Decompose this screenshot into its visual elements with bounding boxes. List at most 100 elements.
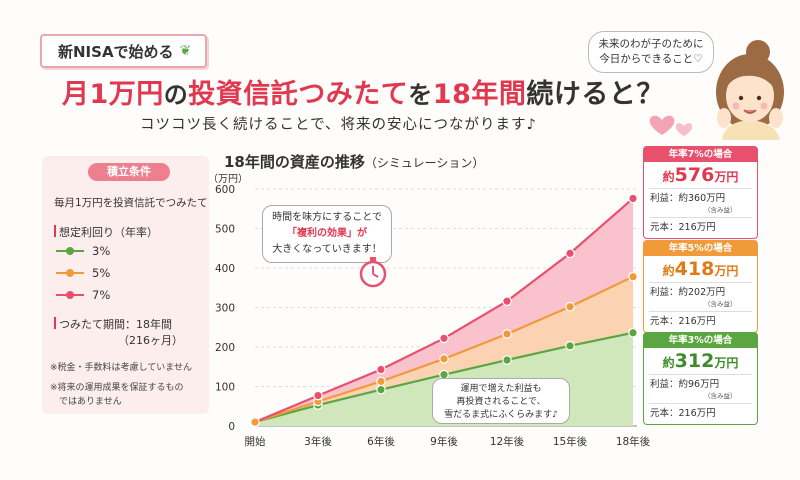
legend-item-3: 3% xyxy=(56,244,110,258)
period-heading: つみたて期間：18年間 xyxy=(54,316,172,332)
headline-period: 18年間 xyxy=(432,79,527,110)
point-5pct xyxy=(439,354,449,364)
reinvest-annotation: 運用で増えた利益も 再投資されることで、 雪だるま式にふくらみます♪ xyxy=(432,378,570,424)
result-card-7-total: 約576万円 xyxy=(644,162,757,186)
y-tick-label: 200 xyxy=(215,342,235,354)
point-3pct xyxy=(376,384,386,395)
chart-points xyxy=(250,193,638,427)
x-tick-label: 18年後 xyxy=(616,435,651,448)
chart-title-text: 18年間の資産の推移 xyxy=(224,153,365,171)
y-tick-label: 500 xyxy=(215,224,235,236)
principal-row: 元本：216万円 xyxy=(650,408,716,419)
approx-prefix: 約 xyxy=(662,264,675,278)
x-tick-label: 6年後 xyxy=(367,435,395,448)
x-tick-labels: 開始 3年後 6年後 9年後 12年後 15年後 18年後 xyxy=(245,435,651,448)
divider xyxy=(649,374,752,375)
header-tag-text: 新NISAで始める xyxy=(58,42,174,61)
reinvest-line-3: 雪だるま式にふくらみます♪ xyxy=(444,410,558,420)
point-3pct xyxy=(628,327,638,338)
heading-bar xyxy=(54,317,56,329)
total-unit: 万円 xyxy=(714,356,739,370)
y-tick-label: 0 xyxy=(228,421,235,433)
legend-dot-5 xyxy=(66,269,74,277)
x-tick-label: 9年後 xyxy=(430,435,458,448)
point-7pct xyxy=(376,364,386,375)
profit-row: 利益：約202万円 xyxy=(650,287,726,298)
note-guarantee: ※将来の運用成果を保証するもの xyxy=(50,383,184,393)
point-7pct xyxy=(313,390,323,401)
headline-particle-2: を xyxy=(408,81,433,109)
unrealized-note: （含み益） xyxy=(704,300,737,308)
legend-item-5: 5% xyxy=(56,266,110,280)
legend-label-5: 5% xyxy=(92,266,111,280)
note-guarantee-2: ではありません xyxy=(50,397,122,407)
heart-icon xyxy=(649,115,675,135)
divider xyxy=(649,311,752,312)
divider xyxy=(649,282,752,283)
point-start xyxy=(250,417,260,427)
result-card-5-head: 年率5%の場合 xyxy=(644,241,757,256)
legend-line-5 xyxy=(56,269,84,277)
divider xyxy=(649,188,752,189)
headline: 月1万円の投資信託つみたてを18年間続けると？ xyxy=(62,72,664,111)
y-tick-labels: 0 100 200 300 400 500 600 xyxy=(215,184,235,433)
period-heading-text: つみたて期間：18年間 xyxy=(59,318,172,331)
total-number: 418 xyxy=(674,258,715,280)
y-tick-label: 300 xyxy=(215,303,235,315)
unrealized-note: （含み益） xyxy=(704,206,737,214)
point-5pct xyxy=(628,271,638,282)
x-tick-label: 3年後 xyxy=(304,435,332,448)
y-tick-label: 600 xyxy=(215,184,235,196)
annotation-line-2: 「複利の効果」が xyxy=(287,228,367,239)
x-tick-label: 15年後 xyxy=(553,435,588,448)
mother-illustration xyxy=(649,40,784,140)
rate-heading: 想定利回り（年率） xyxy=(54,224,158,240)
compound-annotation: 時間を味方にすることで 「複利の効果」が 大きくなっていきます！ xyxy=(262,205,392,263)
total-number: 576 xyxy=(674,164,715,186)
bubble-line-2: 今日からできること♡ xyxy=(599,53,703,65)
legend-line-7 xyxy=(56,291,84,299)
subline: コツコツ長く続けることで、将来の安心につながります♪ xyxy=(140,117,537,133)
result-card-7-head: 年率7%の場合 xyxy=(644,147,757,162)
stopwatch-icon xyxy=(359,257,387,288)
legend-line-3 xyxy=(56,247,84,255)
point-3pct xyxy=(502,355,512,365)
total-unit: 万円 xyxy=(714,264,739,278)
legend-label-3: 3% xyxy=(92,244,111,258)
annotation-line-3: 大きくなっていきます！ xyxy=(272,244,382,255)
headline-amount: 月1万円 xyxy=(62,79,164,110)
result-card-3-total: 約312万円 xyxy=(644,348,757,372)
total-unit: 万円 xyxy=(714,170,739,184)
monthly-condition: 毎月1万円を投資信託でつみたて xyxy=(54,197,208,209)
y-tick-label: 100 xyxy=(215,382,235,394)
annotation-line-1: 時間を味方にすることで xyxy=(272,212,382,223)
legend-dot-7 xyxy=(66,291,74,299)
result-card-7: 年率7%の場合 約576万円 利益：約360万円 （含み益） 元本：216万円 xyxy=(643,146,758,239)
headline-particle-1: の xyxy=(163,81,189,109)
header-tag: 新NISAで始める ❦ xyxy=(40,34,208,68)
heart-small-icon xyxy=(675,123,693,136)
chart-title: 18年間の資産の推移（シミュレーション） xyxy=(224,151,484,172)
bubble-line-1: 未来のわが子のために xyxy=(598,38,704,50)
area-7pct xyxy=(255,198,633,423)
point-5pct xyxy=(565,301,575,312)
result-card-5-total: 約418万円 xyxy=(644,256,757,280)
period-months: （216ヶ月） xyxy=(118,334,183,347)
reinvest-line-1: 運用で増えた利益も xyxy=(460,384,542,394)
legend-label-7: 7% xyxy=(92,288,111,302)
sprout-icon: ❦ xyxy=(179,43,192,59)
approx-prefix: 約 xyxy=(662,356,675,370)
point-7pct xyxy=(628,193,638,204)
legend-dot-3 xyxy=(66,247,74,255)
unrealized-note: （含み益） xyxy=(704,392,737,400)
headline-question: 続けると？ xyxy=(526,79,664,110)
profit-row: 利益：約360万円 xyxy=(650,193,726,204)
rate-heading-text: 想定利回り（年率） xyxy=(59,226,158,239)
point-7pct xyxy=(565,248,575,259)
profit-row: 利益：約96万円 xyxy=(650,379,720,390)
principal-row: 元本：216万円 xyxy=(650,316,716,327)
result-card-5: 年率5%の場合 約418万円 利益：約202万円 （含み益） 元本：216万円 xyxy=(643,240,758,333)
conditions-tag: 積立条件 xyxy=(88,163,170,181)
result-card-3-head: 年率3%の場合 xyxy=(644,333,757,348)
y-axis-unit: （万円） xyxy=(208,174,248,185)
